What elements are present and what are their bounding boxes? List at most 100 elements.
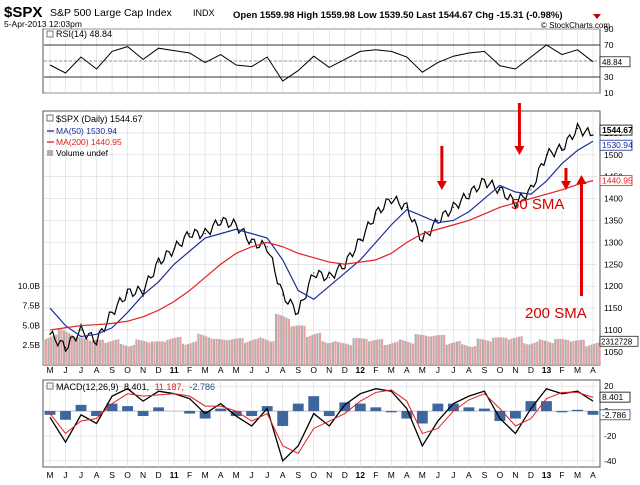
volume-bar (184, 344, 187, 365)
volume-bar (298, 325, 301, 365)
x-tick-label: O (497, 470, 504, 480)
volume-bar (564, 339, 567, 365)
x-tick-label: A (94, 470, 100, 480)
x-tick-label: A (404, 470, 410, 480)
volume-bar (83, 338, 86, 365)
volume-bar (86, 338, 89, 365)
volume-bar (127, 346, 130, 365)
macd-histogram-bar (494, 411, 506, 422)
x-tick-label: N (326, 470, 332, 480)
volume-bar (166, 339, 169, 365)
volume-bar (412, 343, 415, 365)
volume-bar (430, 336, 433, 365)
volume-bar (520, 336, 523, 365)
volume-bar (525, 344, 528, 365)
volume-bar (551, 343, 554, 365)
volume-tick-label: 2.5B (23, 340, 41, 350)
x-tick-label: S (109, 365, 115, 375)
volume-bar (122, 344, 125, 365)
spx-price-point (126, 292, 129, 294)
volume-bar (143, 341, 146, 365)
macd-histogram-bar (525, 401, 537, 412)
x-tick-label: J (79, 470, 83, 480)
price-badge (599, 124, 633, 136)
macd-panel (42, 379, 601, 468)
volume-bar (282, 316, 285, 365)
volume-bar (274, 313, 278, 365)
volume-bar (81, 337, 84, 365)
macd-histogram-bar (463, 407, 475, 412)
volume-bar (569, 341, 572, 365)
volume-bar (57, 328, 60, 365)
x-tick-label: 13 (542, 365, 552, 375)
x-tick-label: M (574, 365, 581, 375)
volume-bar (199, 334, 203, 365)
annotation-layer: 48.84 2312728 1544.67 1530.94 1440.95 8.401 -2… (436, 56, 639, 421)
spx-price-point (452, 206, 454, 208)
volume-bar (450, 342, 453, 365)
volume-bar (104, 342, 107, 365)
volume-bar (572, 341, 575, 365)
volume-bar (158, 341, 161, 365)
macd-legend: MACD(12,26,9) 8.401, 11.187, -2.786 (46, 382, 215, 392)
volume-bar (249, 340, 252, 365)
x-tick-label: O (310, 470, 317, 480)
volume-bar (295, 325, 298, 365)
volume-bar (171, 338, 174, 365)
volume-bar (267, 340, 270, 365)
volume-bar (93, 339, 97, 365)
volume-bar (210, 338, 213, 365)
spx-price-point (142, 289, 144, 292)
x-tick-label: 11 (170, 365, 179, 375)
price-tick-label: 1300 (604, 237, 623, 247)
volume-bar (396, 341, 399, 365)
spx-price-point (204, 233, 206, 235)
volume-bar (388, 343, 391, 365)
volume-bar (401, 340, 404, 365)
volume-bar (293, 325, 296, 365)
volume-bar (518, 336, 521, 365)
volume-bar (135, 339, 138, 365)
volume-bar (549, 342, 552, 365)
volume-bar (448, 343, 451, 365)
volume-bar (44, 338, 48, 365)
volume-bar (223, 339, 226, 365)
macd-tick-label: -40 (604, 456, 617, 466)
volume-bar (225, 340, 229, 365)
volume-bar (236, 338, 239, 365)
volume-bar (505, 337, 508, 365)
hist-value: -2.786 (189, 382, 215, 392)
macd-histogram-bar (308, 396, 320, 412)
price-badge (599, 175, 633, 187)
volume-bar (246, 341, 249, 365)
x-tick-label: D (342, 470, 348, 480)
spx-price-point (499, 189, 501, 191)
volume-bar (567, 340, 570, 365)
volume-bar (499, 337, 503, 365)
volume-bar (546, 341, 549, 365)
volume-bar (65, 331, 68, 365)
volume-bar (577, 340, 580, 365)
volume-bar (530, 343, 534, 365)
x-tick-label: J (436, 365, 440, 375)
x-tick-label: J (265, 365, 269, 375)
volume-bar (70, 334, 73, 365)
legend-ma200: MA(200) 1440.95 (56, 137, 122, 147)
volume-bar (334, 341, 337, 365)
volume-bar (331, 342, 335, 365)
volume-bar (168, 339, 172, 365)
ma50-line (49, 140, 594, 338)
volume-tick-label: 5.0B (23, 320, 41, 330)
x-tick-label: A (280, 365, 286, 375)
macd-histogram-bar (230, 411, 242, 417)
x-tick-label: J (250, 470, 254, 480)
volume-bar (409, 342, 412, 365)
spx-price-point (530, 189, 532, 191)
volume-bar (595, 343, 598, 365)
volume-bar (468, 346, 472, 365)
volume-bar (507, 339, 510, 365)
volume-bar (585, 346, 588, 365)
rsi-last-value: 48.84 (602, 58, 623, 67)
volume-bar (73, 336, 76, 365)
macd-histogram-bar (277, 411, 289, 426)
